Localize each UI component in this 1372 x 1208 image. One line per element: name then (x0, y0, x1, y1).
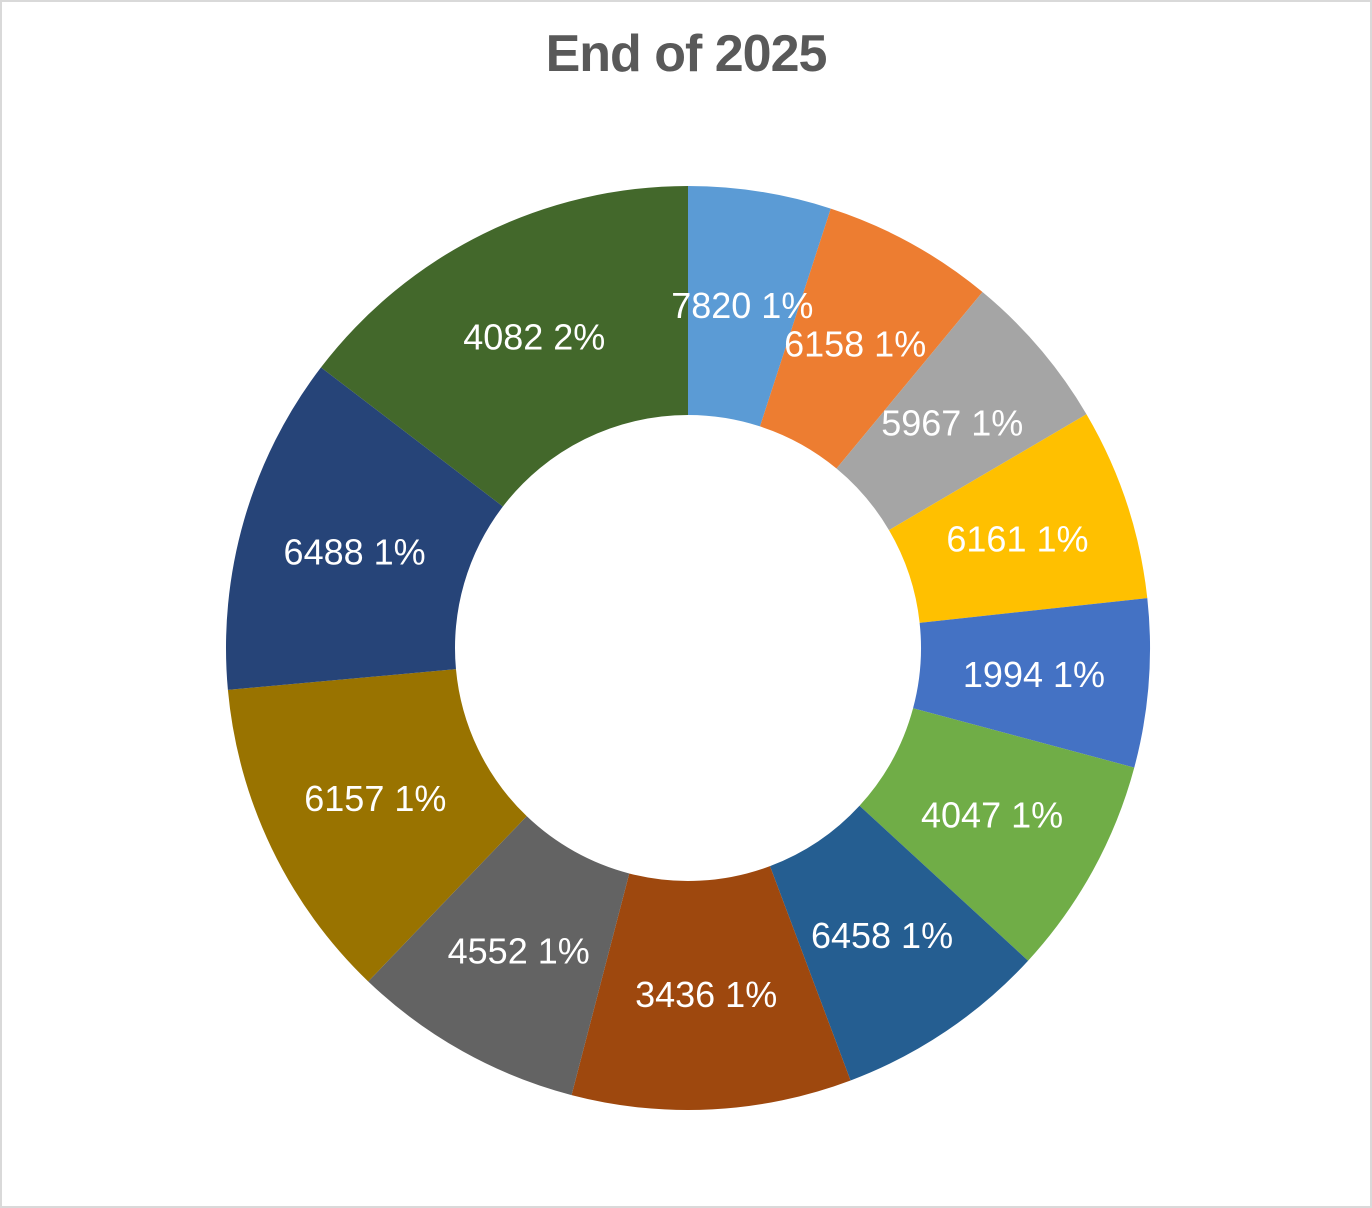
donut-segment-6158[interactable] (760, 208, 983, 469)
donut-segment-3436[interactable] (571, 866, 851, 1111)
segment-label-5967: 5967 1% (881, 403, 1023, 444)
donut-segment-4552[interactable] (368, 816, 630, 1096)
donut-segments-group (226, 186, 1150, 1111)
donut-segment-4082[interactable] (320, 186, 688, 507)
segment-label-4082: 4082 2% (463, 316, 605, 357)
segment-label-7820: 7820 1% (671, 285, 813, 326)
segment-label-4552: 4552 1% (448, 930, 590, 971)
donut-segment-6458[interactable] (769, 805, 1029, 1081)
donut-segment-6161[interactable] (888, 414, 1148, 623)
segment-label-4047: 4047 1% (921, 795, 1063, 836)
donut-segment-7820[interactable] (688, 186, 831, 427)
donut-segment-6488[interactable] (226, 367, 503, 690)
segment-label-1994: 1994 1% (963, 654, 1105, 695)
segment-label-6488: 6488 1% (284, 531, 426, 572)
donut-segment-4047[interactable] (859, 708, 1135, 961)
chart-title: End of 2025 (545, 25, 828, 83)
segment-label-3436: 3436 1% (635, 974, 777, 1015)
donut-segment-5967[interactable] (836, 292, 1087, 531)
segment-label-6458: 6458 1% (811, 915, 953, 956)
segment-label-6157: 6157 1% (304, 778, 446, 819)
donut-segment-1994[interactable] (913, 598, 1150, 768)
segment-label-6161: 6161 1% (946, 519, 1088, 560)
donut-segment-6157[interactable] (227, 669, 527, 982)
segment-label-6158: 6158 1% (784, 323, 926, 364)
segment-labels-group: 7820 1%6158 1% 5967 1% 6161 1% 1994 1% 4047 … (284, 285, 1105, 1015)
